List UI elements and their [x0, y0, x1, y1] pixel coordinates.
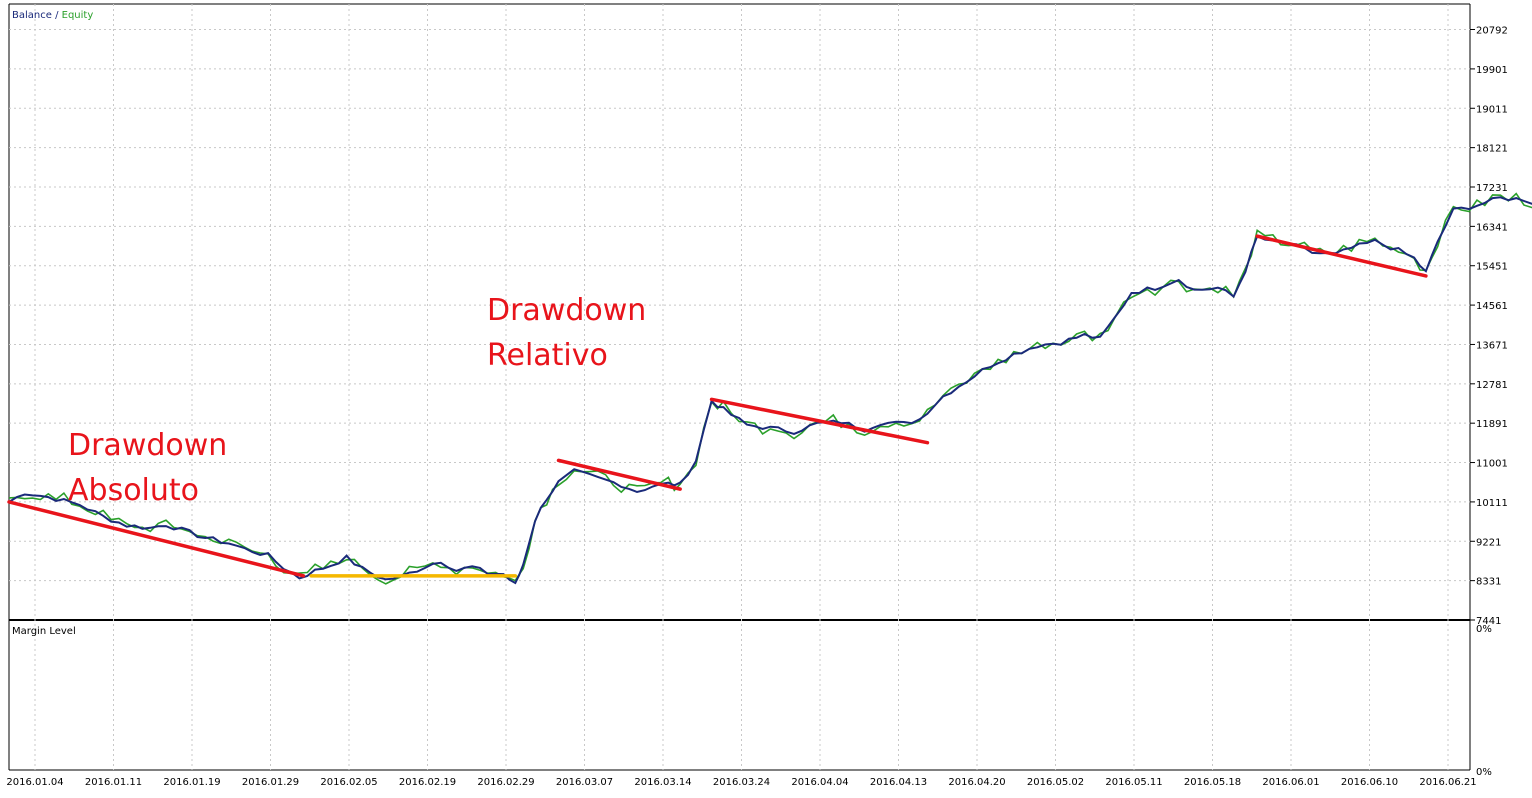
annotation-lines [7, 234, 1428, 578]
y-tick-label: 11001 [1476, 459, 1508, 470]
legend-separator: / [52, 10, 62, 21]
y-tick-label: 18121 [1476, 144, 1508, 155]
x-tick-label: 2016.01.11 [85, 777, 142, 788]
annotation-relative-line1: Drawdown [487, 293, 646, 328]
x-tick-label: 2016.03.14 [634, 777, 691, 788]
annotation-relative-line2: Relativo [487, 338, 608, 373]
y-tick-label: 20792 [1476, 26, 1508, 37]
series-group [8, 192, 1532, 585]
relative-drawdown-line [709, 397, 930, 445]
y-tick-label: 16341 [1476, 222, 1508, 233]
x-tick-label: 2016.05.11 [1105, 777, 1162, 788]
balance-line [8, 196, 1532, 585]
y-tick-label: 11891 [1476, 419, 1508, 430]
x-tick-label: 2016.02.05 [320, 777, 377, 788]
legend: Balance / Equity [12, 10, 93, 21]
y-tick-label: 8331 [1476, 577, 1501, 588]
relative-drawdown-line [556, 458, 682, 491]
subwindow-label: Margin Level [12, 626, 76, 637]
x-tick-label: 2016.03.24 [713, 777, 770, 788]
x-tick-label: 2016.01.04 [6, 777, 63, 788]
x-tick-label: 2016.05.02 [1027, 777, 1084, 788]
x-tick-label: 2016.04.20 [948, 777, 1005, 788]
subwindow-scale-bottom: 0% [1476, 767, 1492, 778]
x-tick-label: 2016.04.13 [870, 777, 927, 788]
y-tick-label: 7441 [1476, 616, 1501, 627]
y-tick-label: 19901 [1476, 65, 1508, 76]
y-tick-label: 15451 [1476, 262, 1508, 273]
legend-equity: Equity [62, 10, 94, 21]
legend-balance: Balance [12, 10, 52, 21]
subwindow-scale-top: 0% [1476, 624, 1492, 635]
x-tick-label: 2016.05.18 [1184, 777, 1241, 788]
x-tick-label: 2016.06.01 [1262, 777, 1319, 788]
x-tick-label: 2016.02.19 [399, 777, 456, 788]
absolute-drawdown-line [7, 500, 306, 578]
x-tick-label: 2016.03.07 [556, 777, 613, 788]
y-tick-label: 9221 [1476, 537, 1501, 548]
relative-drawdown-line [1255, 234, 1428, 278]
x-tick-label: 2016.01.19 [163, 777, 220, 788]
x-tick-label: 2016.04.04 [791, 777, 848, 788]
x-axis-labels: 2016.01.04 2016.01.11 2016.01.19 2016.01.29… [6, 777, 1476, 788]
annotation-absolute-line1: Drawdown [68, 428, 227, 463]
y-tick-label: 13671 [1476, 340, 1508, 351]
y-tick-label: 14561 [1476, 301, 1508, 312]
annotation-absolute-line2: Absoluto [68, 473, 199, 508]
x-tick-label: 2016.06.10 [1341, 777, 1398, 788]
grid [9, 4, 1475, 770]
y-tick-label: 17231 [1476, 183, 1508, 194]
y-axis-labels: 20792 19901 19011 18121 17231 16341 15451 14561… [1476, 26, 1508, 628]
x-tick-label: 2016.06.21 [1419, 777, 1476, 788]
y-tick-label: 19011 [1476, 104, 1508, 115]
chart-frame [8, 3, 1471, 771]
y-tick-label: 10111 [1476, 498, 1508, 509]
y-tick-label: 12781 [1476, 380, 1508, 391]
x-tick-label: 2016.02.29 [477, 777, 534, 788]
x-tick-label: 2016.01.29 [242, 777, 299, 788]
